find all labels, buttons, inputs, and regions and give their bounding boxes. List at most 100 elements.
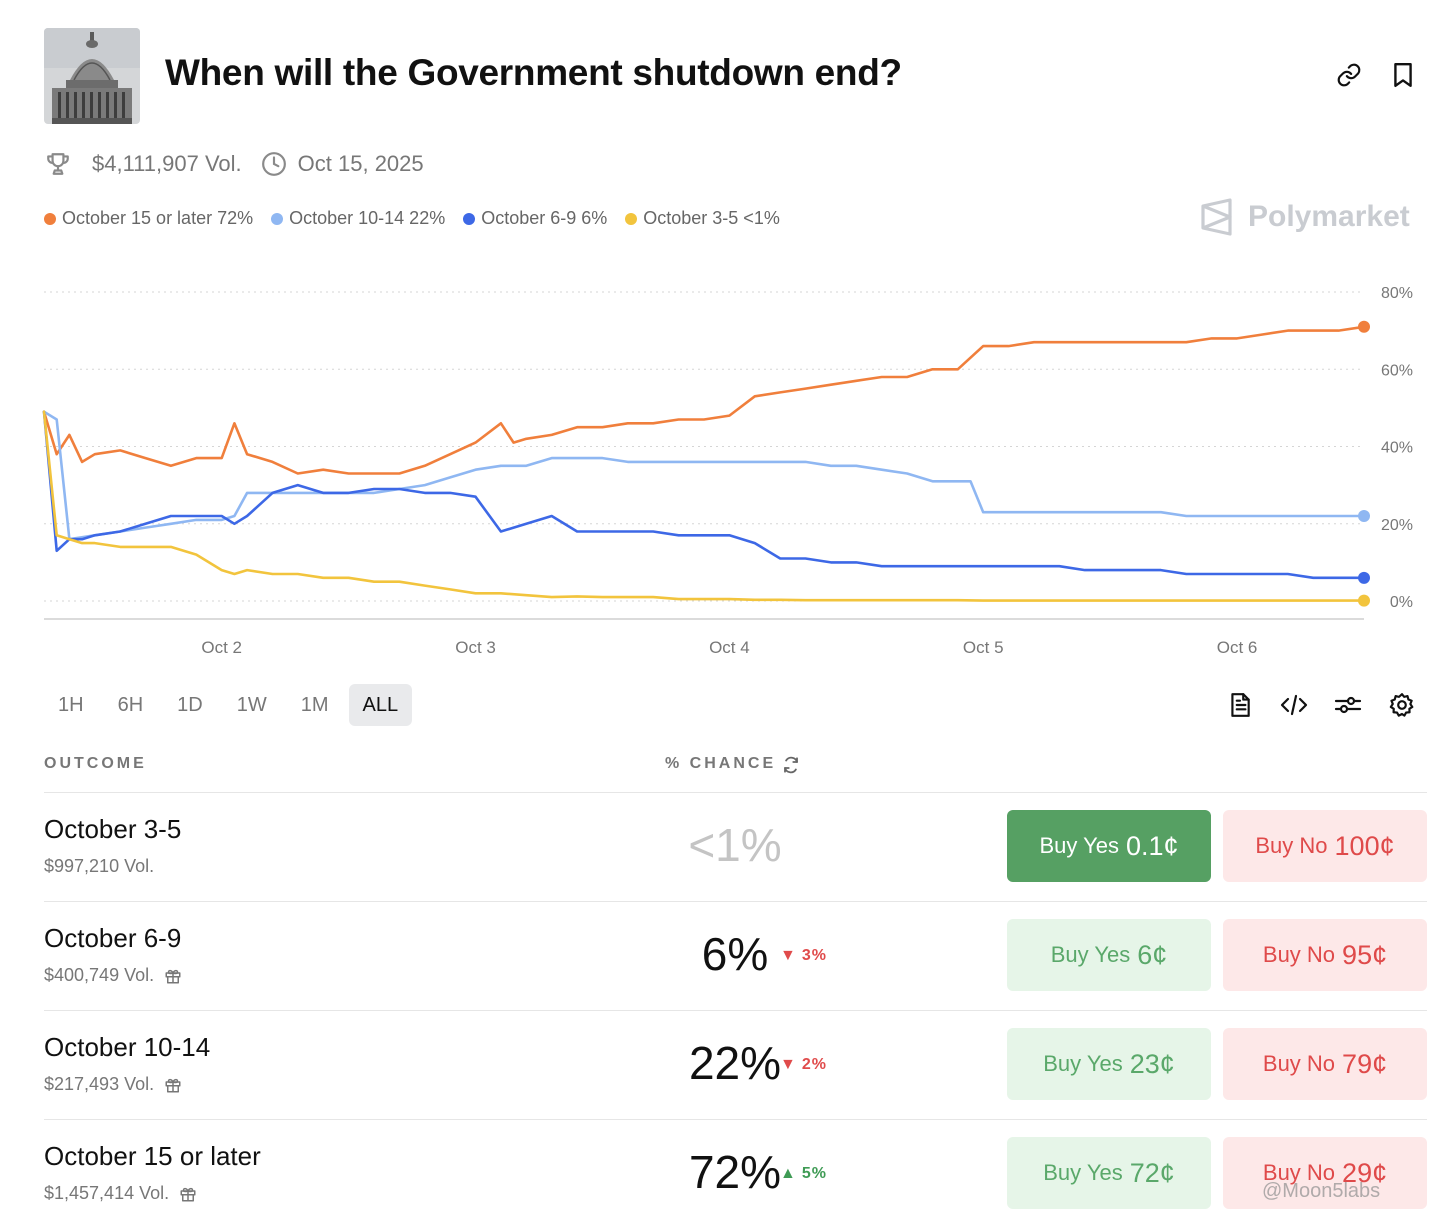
series-end-point xyxy=(1358,594,1370,607)
buy-no-button[interactable]: Buy No 100¢ xyxy=(1223,810,1427,882)
buy-yes-button[interactable]: Buy Yes 0.1¢ xyxy=(1007,810,1211,882)
outcome-column-header: OUTCOME xyxy=(44,755,147,772)
row-divider xyxy=(44,792,1427,793)
buy-yes-button[interactable]: Buy Yes 72¢ xyxy=(1007,1137,1211,1209)
gear-icon[interactable] xyxy=(1385,688,1419,722)
buy-yes-price: 72¢ xyxy=(1129,1157,1175,1188)
range-6h[interactable]: 6H xyxy=(117,694,144,716)
outcome-row: October 6-9 $400,749 Vol. 6% ▼ 3% Buy Yes… xyxy=(0,901,1452,1010)
legend-item: October 15 or later 72% xyxy=(44,208,253,229)
outcome-chance: 6% xyxy=(701,928,769,980)
buy-no-label: Buy No xyxy=(1262,1160,1336,1185)
refresh-icon[interactable] xyxy=(780,754,802,776)
series-line xyxy=(42,410,1366,602)
outcome-name[interactable]: October 15 or later xyxy=(44,1141,261,1171)
buy-yes-price: 0.1¢ xyxy=(1125,830,1179,861)
buy-no-label: Buy No xyxy=(1262,1051,1336,1076)
buy-yes-label: Buy Yes xyxy=(1050,942,1131,967)
up-triangle-icon: ▲ xyxy=(780,1165,797,1182)
polymarket-icon xyxy=(1201,198,1232,236)
outcome-volume: $997,210 Vol. xyxy=(44,856,154,877)
down-triangle-icon: ▼ xyxy=(780,947,797,964)
row-divider xyxy=(44,901,1427,902)
outcome-volume-text: $1,457,414 Vol. xyxy=(44,1183,170,1203)
legend-item: October 3-5 <1% xyxy=(625,208,780,229)
page-title: When will the Government shutdown end? xyxy=(165,52,902,93)
gift-icon[interactable] xyxy=(164,1076,182,1094)
chance-change-down: ▼ 3% xyxy=(780,947,827,965)
outcome-chance: 72% xyxy=(688,1146,782,1198)
outcome-volume-text: $400,749 Vol. xyxy=(44,965,155,985)
outcome-volume-text: $217,493 Vol. xyxy=(44,1074,155,1094)
range-1h[interactable]: 1H xyxy=(58,694,84,716)
row-divider xyxy=(44,1119,1427,1120)
legend-label: October 6-9 6% xyxy=(481,208,608,228)
buy-no-price: 29¢ xyxy=(1342,1157,1388,1188)
x-tick-label: Oct 6 xyxy=(1217,638,1258,657)
outcome-volume: $1,457,414 Vol. xyxy=(44,1183,197,1204)
y-tick-label: 40% xyxy=(1381,440,1413,457)
outcome-chance: <1% xyxy=(688,819,782,871)
polymarket-logo: Polymarket xyxy=(1200,198,1410,236)
buy-yes-button[interactable]: Buy Yes 23¢ xyxy=(1007,1028,1211,1100)
outcome-name[interactable]: October 10-14 xyxy=(44,1032,211,1062)
buy-yes-button[interactable]: Buy Yes 6¢ xyxy=(1007,919,1211,991)
x-tick-label: Oct 5 xyxy=(963,638,1004,657)
range-1m[interactable]: 1M xyxy=(300,694,329,716)
legend-dot xyxy=(463,212,476,225)
series-line xyxy=(42,410,1366,541)
x-tick-label: Oct 2 xyxy=(201,638,242,657)
buy-no-label: Buy No xyxy=(1262,942,1336,967)
gift-icon[interactable] xyxy=(179,1185,197,1203)
chart-settings-sliders-icon[interactable] xyxy=(1331,688,1365,722)
outcome-name[interactable]: October 3-5 xyxy=(44,814,182,844)
outcome-row: October 3-5 $997,210 Vol. <1% Buy Yes 0.1… xyxy=(0,792,1452,901)
copy-link-icon[interactable] xyxy=(1334,60,1364,90)
embed-code-icon[interactable] xyxy=(1277,688,1311,722)
y-tick-label: 0% xyxy=(1390,594,1413,611)
y-tick-label: 20% xyxy=(1381,517,1413,534)
row-divider xyxy=(44,1010,1427,1011)
buy-no-price: 79¢ xyxy=(1342,1048,1388,1079)
x-tick-label: Oct 4 xyxy=(709,638,750,657)
capitol-image xyxy=(44,28,140,124)
legend-dot xyxy=(44,212,56,225)
legend-item: October 10-14 22% xyxy=(271,208,445,229)
legend-item: October 6-9 6% xyxy=(463,208,607,229)
series-line xyxy=(42,325,1366,475)
buy-no-button[interactable]: Buy No 95¢ xyxy=(1223,919,1427,991)
legend-label: October 3-5 <1% xyxy=(643,208,780,228)
series-end-point xyxy=(1358,510,1370,523)
legend-label: October 15 or later 72% xyxy=(62,208,254,228)
buy-no-label: Buy No xyxy=(1255,833,1328,858)
total-volume: $4,111,907 Vol. xyxy=(92,151,242,176)
price-chart: 0% 20% 40% 60% 80% Oct 2 Oct 3 Oct 4 Oct 5 Oct 6 xyxy=(42,285,1413,657)
gift-icon[interactable] xyxy=(164,967,182,985)
outcome-volume: $217,493 Vol. xyxy=(44,1074,182,1095)
end-date: Oct 15, 2025 xyxy=(297,151,424,176)
outcome-volume: $400,749 Vol. xyxy=(44,965,182,986)
y-tick-label: 60% xyxy=(1381,362,1413,379)
bookmark-icon[interactable] xyxy=(1388,60,1418,90)
range-1d[interactable]: 1D xyxy=(177,694,203,716)
clock-icon xyxy=(260,150,288,178)
chance-column-header: % CHANCE xyxy=(665,755,777,772)
chance-change-value: 5% xyxy=(801,1165,827,1182)
series-end-point xyxy=(1358,571,1370,584)
range-all[interactable]: ALL xyxy=(348,684,413,726)
range-1w[interactable]: 1W xyxy=(236,694,267,716)
chart-legend: October 15 or later 72% October 10-14 22… xyxy=(44,208,798,229)
rules-document-icon[interactable] xyxy=(1223,688,1257,722)
buy-no-button[interactable]: Buy No 79¢ xyxy=(1223,1028,1427,1100)
buy-no-button[interactable]: Buy No 29¢ xyxy=(1223,1137,1427,1209)
buy-yes-price: 23¢ xyxy=(1129,1048,1175,1079)
buy-yes-label: Buy Yes xyxy=(1043,1051,1123,1076)
legend-dot xyxy=(271,212,284,225)
watermark: @Moon5labs xyxy=(1262,1180,1381,1202)
series-line xyxy=(42,410,1366,580)
buy-no-price: 95¢ xyxy=(1342,939,1388,970)
legend-label: October 10-14 22% xyxy=(289,208,446,228)
chance-change-value: 3% xyxy=(801,947,827,964)
outcome-name[interactable]: October 6-9 xyxy=(44,923,182,953)
outcome-volume-text: $997,210 Vol. xyxy=(44,856,155,876)
